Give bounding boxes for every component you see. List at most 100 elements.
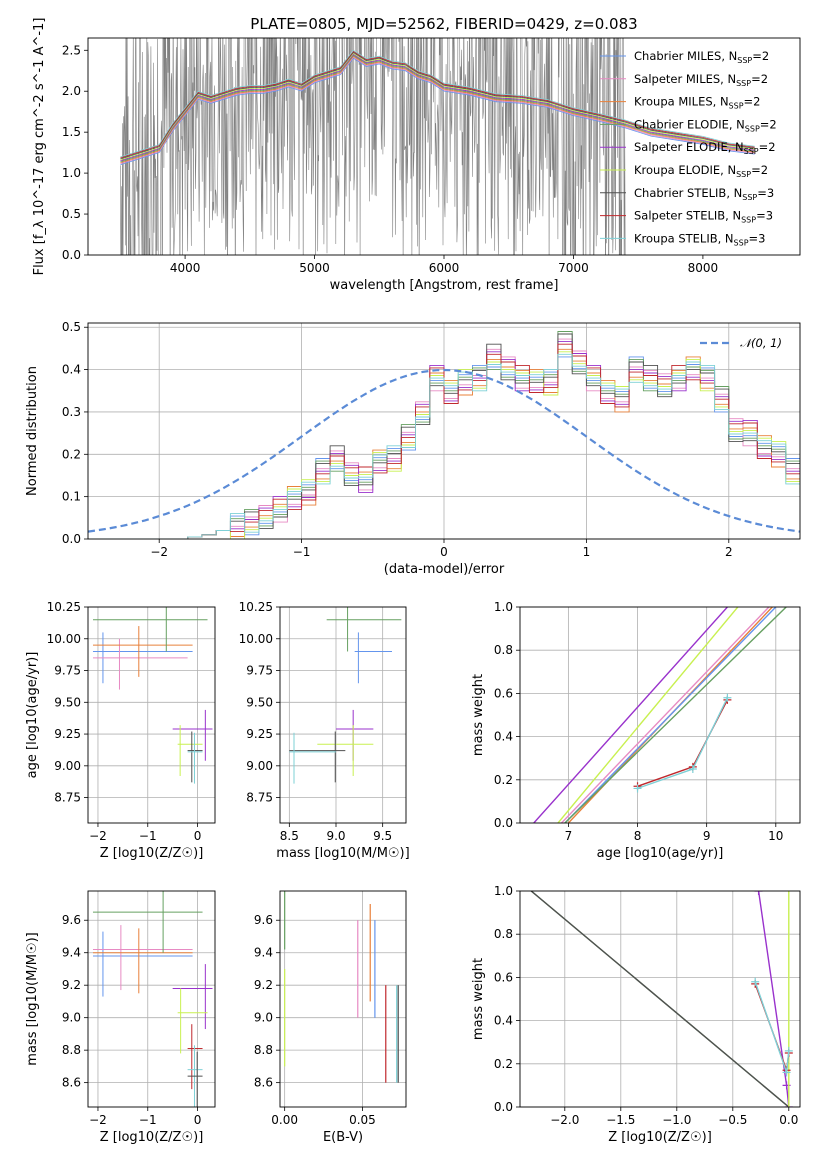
x-tick-label: 9.0: [326, 829, 345, 843]
axes-frame: [279, 606, 407, 824]
legend-tail: =3: [757, 186, 774, 200]
legend-text: Kroupa STELIB, N: [634, 231, 734, 245]
x-tick-label: 7000: [558, 261, 589, 275]
x-tick-label: 10: [768, 829, 783, 843]
y-tick-label: 0.2: [62, 447, 81, 461]
histogram-step-5: [88, 351, 800, 539]
histogram-step-8: [88, 353, 800, 539]
x-tick-label: 0.05: [349, 1113, 376, 1127]
cumulative-marker: [688, 765, 697, 773]
figure-title: PLATE=0805, MJD=52562, FIBERID=0429, z=0…: [250, 15, 637, 33]
legend-sub: SSP: [736, 79, 751, 88]
y-tick-label: 8.8: [62, 1043, 81, 1057]
x-tick-label: −1: [293, 545, 311, 559]
y-tick-label: 0.4: [494, 730, 513, 744]
y-tick-label: 0.6: [494, 686, 513, 700]
y-axis-label: mass weight: [471, 958, 486, 1040]
y-tick-label: 0.8: [494, 643, 513, 657]
model-spectrum-5: [120, 52, 755, 161]
x-tick-label: −2: [89, 829, 107, 843]
x-tick-label: −1: [139, 829, 157, 843]
legend-label: Kroupa ELODIE, NSSP=2: [634, 163, 768, 179]
plot-area: [284, 891, 399, 1083]
cumulative-line-5: [754, 981, 790, 1073]
histogram-step-3: [88, 331, 800, 539]
model-spectrum-0: [120, 57, 755, 166]
x-tick-label: −2: [89, 1113, 107, 1127]
legend-sub: SSP: [744, 147, 759, 156]
model-spectrum-7: [120, 50, 755, 159]
x-tick-label: 9.5: [373, 829, 392, 843]
y-tick-label: 2.5: [62, 43, 81, 57]
y-tick-label: 1.0: [494, 600, 513, 614]
y-tick-label: 8.6: [254, 1076, 273, 1090]
x-tick-label: 6000: [429, 261, 460, 275]
x-tick-label: 9: [703, 829, 711, 843]
legend-sub: SSP: [734, 238, 749, 247]
model-spectrum-8: [120, 49, 755, 158]
model-spectrum-3: [120, 54, 755, 163]
x-tick-label: 8.5: [280, 829, 299, 843]
cumulative-line-5: [564, 607, 787, 823]
legend-sub: SSP: [737, 56, 752, 65]
x-tick-label: 8: [634, 829, 642, 843]
y-tick-label: 8.75: [54, 791, 81, 805]
legend-label: Chabrier MILES, NSSP=2: [634, 49, 769, 65]
y-tick-label: 10.00: [47, 632, 81, 646]
x-axis-label: mass [log10(M/M☉)]: [276, 846, 409, 861]
cumulative-marker: [784, 1046, 793, 1055]
legend-tail: =2: [760, 117, 777, 131]
axes-cum-weight-Z: −2.0 −1.5 −1.0 −0.5 0.0 0.0 0.2 0.4 0.6 0.8 1.0 Z […: [471, 884, 801, 1145]
y-tick-label: 9.25: [54, 727, 81, 741]
y-tick-label: 1.5: [62, 125, 81, 139]
axes-frame: [87, 606, 216, 824]
y-tick-label: 9.00: [246, 759, 273, 773]
model-spectrum-6: [120, 51, 755, 160]
y-tick-label: 9.75: [54, 664, 81, 678]
y-tick-label: 10.00: [239, 632, 273, 646]
y-tick-label: 10.25: [239, 600, 273, 614]
legend-label: Kroupa MILES, NSSP=2: [634, 95, 760, 111]
x-axis-label: (data-model)/error: [384, 562, 505, 577]
plot-area: [88, 331, 800, 539]
legend-tail: =2: [752, 49, 769, 63]
y-tick-label: 8.8: [254, 1043, 273, 1057]
cumulative-marker: [751, 977, 760, 986]
x-tick-label: 5000: [299, 261, 330, 275]
axes-residuals: −2 −1 0 1 2 0.0 0.1 0.2 0.3 0.4 0.5 (data-model)/er…: [25, 320, 801, 577]
x-tick-label: 8000: [688, 261, 719, 275]
y-tick-label: 0.5: [62, 207, 81, 221]
cumulative-line-2: [757, 891, 790, 1107]
x-tick-label: 2: [725, 545, 733, 559]
legend-tail: =2: [759, 140, 776, 154]
y-tick-label: 9.75: [246, 664, 273, 678]
axes-age-vs-mass: 8.5 9.0 9.5 8.75 9.00 9.25 9.50 9.75 10.00 10.25 m…: [239, 600, 410, 861]
x-axis-label: Z [log10(Z/Z☉)]: [100, 1130, 204, 1145]
legend-text: Kroupa MILES, N: [634, 95, 729, 109]
legend-label: Chabrier STELIB, NSSP=3: [634, 186, 774, 202]
legend-label: Salpeter ELODIE, NSSP=2: [634, 140, 776, 156]
y-tick-label: 0.0: [494, 816, 513, 830]
y-tick-label: 9.2: [62, 978, 81, 992]
cumulative-marker: [782, 1068, 791, 1077]
x-axis-label: age [log10(age/yr)]: [597, 846, 724, 861]
axes-frame: [279, 890, 407, 1108]
plot-area: [92, 607, 213, 784]
x-tick-label: 0: [440, 545, 448, 559]
x-axis-label: Z [log10(Z/Z☉)]: [608, 1130, 712, 1145]
legend-sub: SSP: [745, 124, 760, 133]
cumulative-line-0: [533, 607, 728, 823]
axes-frame: [519, 606, 801, 824]
y-axis-label: Normed distribution: [25, 366, 40, 496]
x-tick-label: 0.00: [271, 1113, 298, 1127]
y-tick-label: 2.0: [62, 84, 81, 98]
y-tick-label: 9.6: [62, 913, 81, 927]
legend-tail: =2: [751, 72, 768, 86]
cumulative-line-4: [564, 607, 777, 823]
model-spectrum-2: [120, 55, 755, 164]
legend-tail: =2: [744, 95, 761, 109]
axes-spectrum: 4000 5000 6000 7000 8000 0.0 0.5 1.0 1.5 2.0 2.5 wa…: [32, 18, 801, 293]
y-tick-label: 10.25: [47, 600, 81, 614]
y-tick-label: 0.0: [494, 1100, 513, 1114]
y-tick-label: 9.2: [254, 978, 273, 992]
